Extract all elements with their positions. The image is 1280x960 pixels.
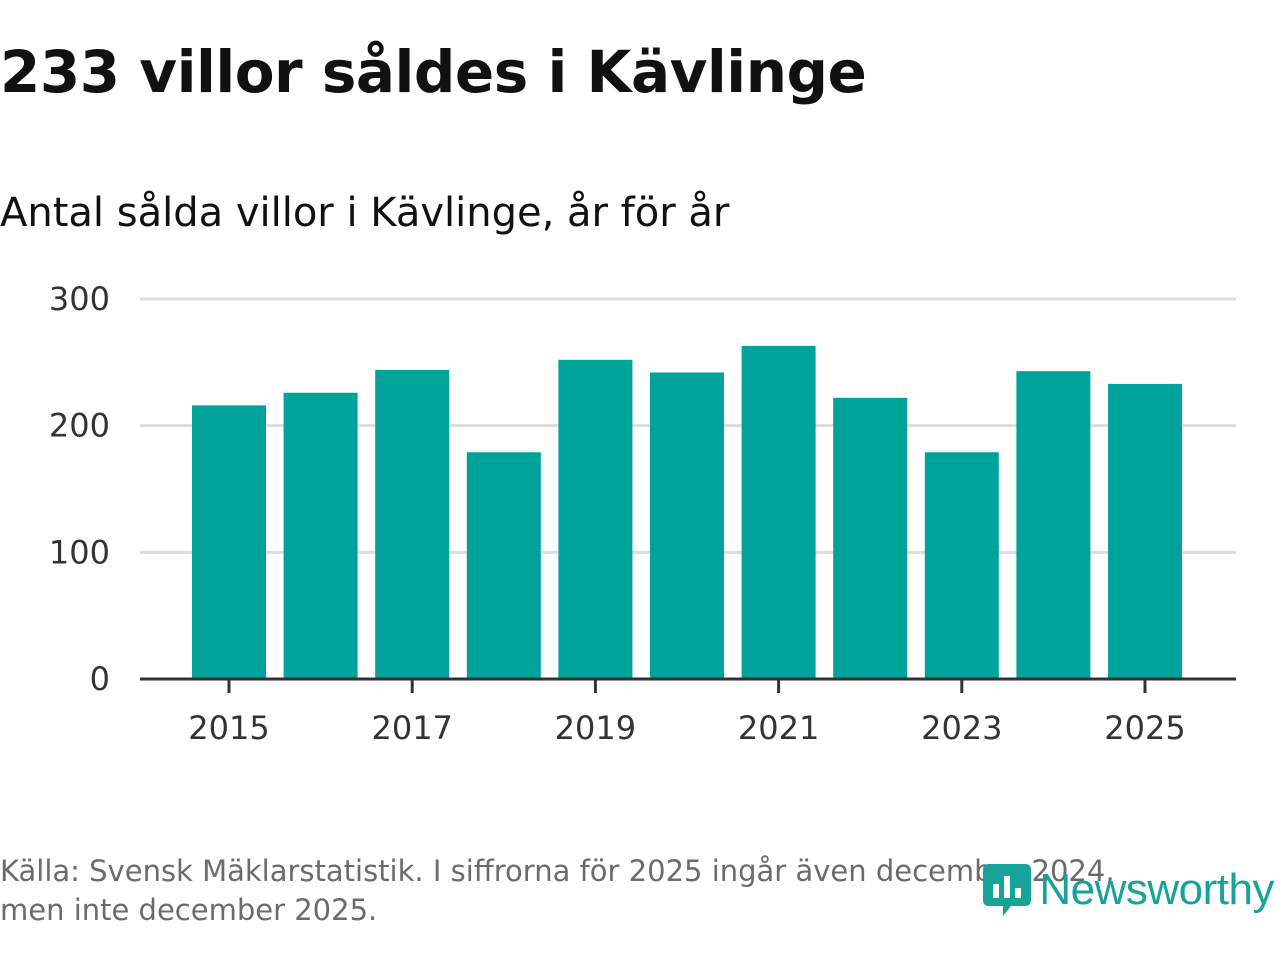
- source-line-1: Källa: Svensk Mäklarstatistik. I siffror…: [0, 854, 1115, 888]
- brand-name: Newsworthy: [1039, 865, 1274, 914]
- bar-2018: [466, 452, 541, 679]
- source-note: Källa: Svensk Mäklarstatistik. I siffror…: [0, 852, 1210, 930]
- bar-2022: [833, 397, 908, 679]
- x-tick-label-2025: 2025: [1104, 709, 1185, 747]
- x-tick-label-2017: 2017: [371, 709, 452, 747]
- brand-logo: Newsworthy: [981, 862, 1274, 918]
- bar-chart: 0 100 200 300 2015 2017 2019 2021 2023 2025: [49, 280, 1236, 747]
- chart-subtitle: Antal sålda villor i Kävlinge, år för år: [0, 190, 730, 236]
- x-tick-label-2023: 2023: [921, 709, 1002, 747]
- y-tick-label-100: 100: [49, 533, 110, 571]
- bar-2017: [375, 369, 450, 679]
- x-tick-label-2019: 2019: [555, 709, 636, 747]
- y-tick-label-0: 0: [90, 660, 110, 698]
- bar-2023: [924, 452, 999, 679]
- chart-title: 233 villor såldes i Kävlinge: [0, 38, 867, 106]
- y-tick-label-300: 300: [49, 280, 110, 318]
- x-tick-label-2015: 2015: [188, 709, 269, 747]
- source-line-2: men inte december 2025.: [0, 893, 378, 927]
- bar-2020: [650, 372, 724, 679]
- bar-2015: [192, 405, 266, 679]
- bar-2016: [283, 392, 358, 679]
- bar-2025: [1108, 383, 1182, 679]
- bar-2019: [558, 359, 633, 679]
- x-tick-label-2021: 2021: [738, 709, 819, 747]
- bar-2024: [1016, 371, 1091, 679]
- y-tick-label-200: 200: [49, 407, 110, 445]
- newsworthy-logo-icon: [983, 864, 1032, 916]
- bar-2021: [741, 345, 816, 679]
